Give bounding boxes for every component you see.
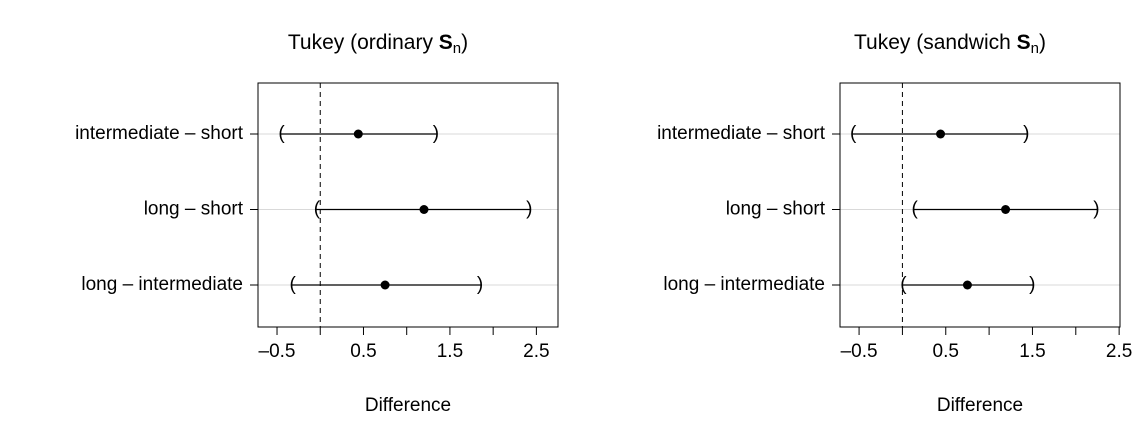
lower-bound: ( — [290, 274, 297, 295]
x-tick-label: 0.5 — [350, 341, 376, 362]
panel: Tukey (sandwich Sn) intermediate – short l… — [657, 31, 1132, 416]
estimate-point — [353, 129, 363, 139]
estimate-point — [1001, 205, 1011, 214]
x-axis-label: Difference — [365, 395, 451, 416]
panel-title: Tukey (sandwich Sn) — [854, 31, 1046, 57]
upper-bound: ) — [1093, 199, 1099, 220]
x-tick-label: 2.5 — [1106, 341, 1132, 362]
title-part: n — [1031, 40, 1039, 57]
title-part: n — [453, 40, 461, 57]
lower-bound: ( — [850, 123, 857, 144]
estimate-point — [962, 280, 972, 290]
upper-bound: ) — [526, 199, 532, 220]
x-axis-label: Difference — [937, 395, 1023, 416]
plot-frame — [839, 82, 1121, 328]
y-tick-label: long – short — [726, 199, 826, 220]
upper-bound: ) — [433, 123, 439, 144]
estimate-point — [936, 129, 946, 139]
title-part: ) — [1039, 31, 1046, 54]
x-tick-label: –0.5 — [841, 341, 878, 362]
x-tick-label: 2.5 — [523, 341, 549, 362]
y-tick-label: long – intermediate — [663, 274, 825, 295]
y-tick-label: intermediate – short — [75, 123, 244, 144]
x-tick-label: 0.5 — [933, 341, 959, 362]
estimate-point — [380, 280, 390, 290]
panel-title: Tukey (ordinary Sn) — [288, 31, 468, 57]
lower-bound: ( — [278, 123, 285, 144]
estimate-point — [419, 205, 429, 214]
lower-bound: ( — [314, 199, 321, 220]
x-tick-label: 1.5 — [1019, 341, 1045, 362]
plot-frame — [257, 82, 559, 328]
upper-bound: ) — [477, 274, 483, 295]
y-tick-label: long – intermediate — [81, 274, 243, 295]
title-part: Tukey (sandwich — [854, 31, 1017, 54]
upper-bound: ) — [1029, 274, 1035, 295]
upper-bound: ) — [1023, 123, 1029, 144]
title-part: ) — [461, 31, 468, 54]
x-tick-label: 1.5 — [437, 341, 463, 362]
y-tick-label: long – short — [144, 199, 244, 220]
y-tick-label: intermediate – short — [657, 123, 826, 144]
title-part: S — [439, 31, 453, 54]
title-part: S — [1017, 31, 1031, 54]
title-part: Tukey (ordinary — [288, 31, 439, 54]
panel: Tukey (ordinary Sn) intermediate – short l… — [75, 31, 559, 416]
lower-bound: ( — [912, 199, 919, 220]
x-tick-label: –0.5 — [259, 341, 296, 362]
lower-bound: ( — [900, 274, 907, 295]
